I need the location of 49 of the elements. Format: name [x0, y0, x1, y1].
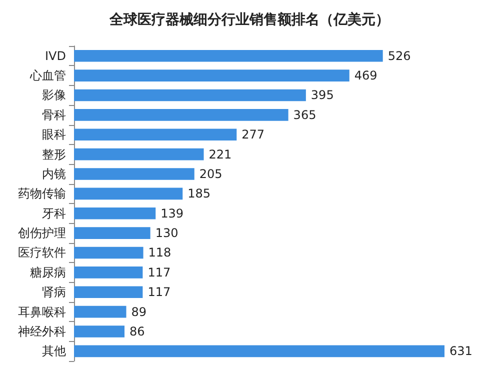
bar — [74, 148, 204, 160]
bar — [74, 286, 143, 298]
bar — [74, 246, 144, 259]
chart-title: 全球医疗器械细分行业销售额排名（亿美元） — [108, 11, 390, 28]
y-tick-label: 牙科 — [42, 206, 66, 220]
data-label: 205 — [199, 166, 222, 181]
data-label: 139 — [160, 206, 184, 220]
data-label: 117 — [148, 285, 171, 300]
bar — [74, 326, 124, 338]
y-tick-label: 影像 — [42, 88, 66, 102]
y-tick-label: 神经外科 — [18, 324, 66, 338]
data-label: 365 — [293, 108, 316, 122]
data-label: 130 — [155, 226, 178, 240]
bar — [74, 207, 156, 220]
y-tick-label: 糖尿病 — [30, 265, 66, 280]
y-tick-label: IVD — [45, 48, 66, 63]
y-tick-label: 创伤护理 — [18, 226, 66, 240]
y-tick-label: 其他 — [42, 344, 66, 358]
bar — [74, 89, 306, 102]
bar — [74, 70, 350, 82]
y-tick-label: 骨科 — [42, 108, 66, 122]
data-label: 86 — [129, 324, 145, 338]
y-tick-label: 药物传输 — [18, 186, 66, 201]
data-label: 277 — [242, 128, 265, 142]
bar — [74, 168, 194, 180]
y-tick-label: 心血管 — [29, 68, 66, 83]
y-tick-label: 整形 — [42, 147, 66, 162]
y-tick-label: 医疗软件 — [18, 246, 66, 260]
data-label: 631 — [449, 344, 472, 358]
data-label: 526 — [388, 48, 411, 63]
bar — [74, 128, 237, 140]
bar — [74, 188, 183, 200]
bar — [74, 306, 126, 318]
data-label: 89 — [131, 304, 147, 319]
bar — [74, 227, 150, 239]
data-label: 221 — [208, 147, 232, 162]
data-label: 118 — [148, 246, 172, 260]
bar — [74, 109, 288, 121]
bar — [74, 266, 143, 278]
data-label: 395 — [310, 88, 334, 102]
bar — [74, 50, 383, 62]
data-label: 185 — [188, 186, 211, 201]
y-tick-label: 耳鼻喉科 — [18, 304, 66, 319]
y-tick-label: 肾病 — [42, 285, 66, 300]
data-label: 117 — [148, 265, 171, 280]
y-tick-label: 眼科 — [42, 128, 66, 142]
bar — [74, 345, 444, 358]
y-tick-label: 内镜 — [42, 166, 66, 181]
data-label: 469 — [354, 68, 378, 83]
